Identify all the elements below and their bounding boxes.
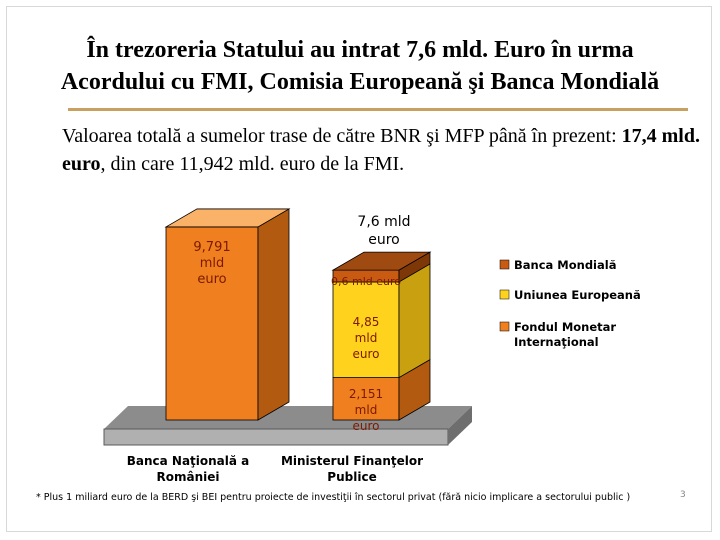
bar-segment <box>332 281 400 378</box>
legend-swatch <box>499 289 510 300</box>
data-label-bnr-fmi: euro <box>197 272 226 287</box>
subtitle-part-2: , din care 11,942 mld. euro de la FMI. <box>100 153 405 175</box>
data-label-bnr-fmi: mld <box>200 256 225 271</box>
legend-swatch <box>499 259 510 270</box>
bar-side <box>398 263 431 379</box>
data-label-mfp-fmi: mld <box>355 403 378 417</box>
legend-swatch <box>499 321 510 332</box>
slide-title: În trezoreria Statului au intrat 7,6 mld… <box>0 34 720 98</box>
data-label-mfp-fmi: 2,151 <box>349 387 383 401</box>
category-label: Publice <box>327 470 376 484</box>
slide-number: 3 <box>680 490 686 500</box>
chart-floor-side <box>448 406 472 445</box>
footnote: * Plus 1 miliard euro de la BERD şi BEI … <box>36 492 631 503</box>
title-divider <box>68 108 688 111</box>
bar-top <box>331 251 432 271</box>
bar-top <box>164 208 291 228</box>
legend-label: Banca Mondială <box>514 258 616 272</box>
data-label-mfp-total: euro <box>368 232 400 248</box>
title-line-1: În trezoreria Statului au intrat 7,6 mld… <box>86 37 634 63</box>
slide-frame <box>6 6 712 532</box>
bar-side <box>257 208 290 421</box>
subtitle-part-1: Valoarea totală a sumelor trase de către… <box>62 125 622 147</box>
category-label: Banca Naţională a <box>127 454 250 468</box>
data-label-bnr-fmi: 9,791 <box>193 240 230 255</box>
data-label-mfp-total: 7,6 mld <box>357 214 410 230</box>
category-label: României <box>157 470 220 484</box>
data-label-mfp-ue: 4,85 <box>353 315 380 329</box>
data-label-mfp-bm: 0,6 mld euro <box>331 275 401 288</box>
title-line-2: Acordului cu FMI, Comisia Europeană şi B… <box>60 69 660 95</box>
slide-subtitle: Valoarea totală a sumelor trase de către… <box>62 122 702 178</box>
data-label-mfp-ue: euro <box>353 347 380 361</box>
data-label-mfp-ue: mld <box>355 331 378 345</box>
bar-segment <box>332 377 400 421</box>
legend-label: Internaţional <box>514 335 599 349</box>
legend-label: Fondul Monetar <box>514 320 616 334</box>
data-label-mfp-fmi: euro <box>353 419 380 433</box>
chart-floor-edge <box>103 428 449 446</box>
subtitle-bold: 17,4 mld. euro <box>62 125 700 175</box>
category-label: Ministerul Finanţelor <box>281 454 423 468</box>
bar-segment <box>165 226 259 421</box>
legend-label: Uniunea Europeană <box>514 288 641 302</box>
